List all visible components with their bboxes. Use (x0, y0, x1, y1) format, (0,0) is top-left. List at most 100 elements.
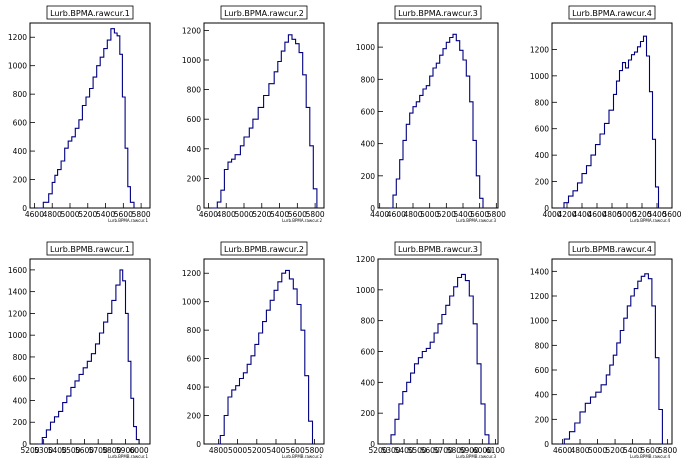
y-tick-label: 400 (13, 147, 28, 156)
y-tick-label: 600 (361, 107, 376, 116)
chart-title: Lurb.BPMB.rawcur.2 (224, 245, 304, 254)
y-tick-label: 600 (535, 125, 550, 134)
x-tick-label: 5200 (252, 210, 271, 219)
y-tick-label: 1000 (356, 286, 375, 295)
title-box (220, 5, 308, 20)
histogram-series (38, 28, 135, 209)
x-tick-label: 5800 (102, 446, 121, 455)
chart-panel: 0 200 400 600 800 1000 44004600480050005200540… (356, 5, 506, 223)
y-tick-label: 800 (13, 90, 28, 99)
chart-title: Lurb.BPMB.rawcur.1 (50, 245, 130, 254)
x-tick-label: 5200 (632, 210, 651, 219)
x-tick-label: 4200 (557, 210, 576, 219)
chart-title: Lurb.BPMA.rawcur.2 (224, 9, 304, 18)
x-tick-label: 5800 (447, 446, 466, 455)
plot-frame (29, 22, 151, 209)
x-tick-label: 5000 (588, 446, 607, 455)
histogram-series (216, 269, 314, 445)
y-tick-label: 800 (187, 86, 202, 95)
y-tick-label: 600 (187, 355, 202, 364)
x-axis-title: Lurb.BPMB.rawcur.3 (456, 454, 496, 459)
x-tick-label: 6000 (473, 446, 492, 455)
chart-title: Lurb.BPMB.rawcur.4 (572, 245, 652, 254)
y-tick-label: 1400 (8, 288, 27, 297)
x-tick-label: 5600 (662, 210, 681, 219)
y-tick-label: 200 (187, 412, 202, 421)
y-tick-label: 600 (13, 375, 28, 384)
histogram-series (387, 273, 490, 445)
y-tick-label: 600 (535, 366, 550, 375)
x-tick-label: 4800 (602, 210, 621, 219)
x-tick-label: 5600 (421, 446, 440, 455)
x-tick-label: 4800 (403, 210, 422, 219)
y-tick-label: 800 (13, 353, 28, 362)
x-tick-label: 4800 (217, 210, 236, 219)
y-tick-label: 1200 (530, 292, 549, 301)
title-box (394, 5, 482, 20)
x-tick-label: 5800 (306, 210, 325, 219)
y-tick-label: 800 (187, 326, 202, 335)
chart-panel: 0 200 400 600 800 1000 1200 5200530054005500560… (356, 241, 505, 459)
y-tick-label: 400 (13, 396, 28, 405)
chart-panel: 0 200 400 600 800 1000 1200 4600480050005200540… (8, 5, 151, 223)
x-tick-label: 5400 (623, 446, 642, 455)
chart-panel: 0 200 400 600 800 1000 1200 1400 460048005000520… (530, 241, 677, 459)
y-tick-label: 1200 (356, 255, 375, 264)
y-tick-label: 1000 (8, 62, 27, 71)
x-tick-label: 5500 (61, 446, 80, 455)
x-tick-label: 4600 (387, 210, 406, 219)
y-tick-label: 1000 (182, 56, 201, 65)
x-tick-label: 4400 (370, 210, 389, 219)
title-box (46, 241, 134, 256)
x-tick-label: 5800 (658, 446, 677, 455)
y-tick-label: 1000 (182, 298, 201, 307)
x-tick-label: 5200 (78, 210, 97, 219)
y-tick-label: 0 (370, 204, 375, 213)
x-axis-title: Lurb.BPMA.rawcur.3 (456, 218, 496, 223)
y-tick-label: 0 (22, 204, 27, 213)
y-tick-label: 800 (361, 75, 376, 84)
plot-frame (551, 22, 673, 209)
plot-frame (29, 258, 151, 445)
y-tick-label: 400 (361, 140, 376, 149)
x-axis-title: Lurb.BPMA.rawcur.4 (630, 218, 670, 223)
y-tick-label: 0 (196, 204, 201, 213)
x-tick-label: 5800 (132, 210, 151, 219)
y-tick-label: 0 (370, 440, 375, 449)
y-tick-label: 200 (187, 174, 202, 183)
y-tick-label: 0 (196, 440, 201, 449)
y-tick-label: 1000 (8, 331, 27, 340)
x-axis-title: Lurb.BPMB.rawcur.4 (630, 454, 670, 459)
y-tick-label: 1200 (8, 309, 27, 318)
x-tick-label: 5400 (395, 446, 414, 455)
x-tick-label: 5800 (305, 446, 324, 455)
y-tick-label: 200 (361, 409, 376, 418)
y-tick-label: 200 (361, 172, 376, 181)
x-tick-label: 4600 (587, 210, 606, 219)
x-tick-label: 4600 (553, 446, 572, 455)
x-tick-label: 5200 (606, 446, 625, 455)
x-tick-label: 5400 (647, 210, 666, 219)
x-tick-label: 5000 (420, 210, 439, 219)
x-tick-label: 5900 (460, 446, 479, 455)
x-tick-label: 4400 (572, 210, 591, 219)
plot-frame (377, 258, 499, 445)
x-tick-label: 5900 (116, 446, 135, 455)
y-tick-label: 800 (361, 317, 376, 326)
y-tick-label: 1000 (530, 72, 549, 81)
y-tick-label: 600 (187, 115, 202, 124)
y-tick-label: 200 (535, 178, 550, 187)
title-box (220, 241, 308, 256)
chart-title: Lurb.BPMA.rawcur.4 (572, 9, 652, 18)
x-tick-label: 5000 (228, 446, 247, 455)
y-tick-label: 1600 (8, 266, 27, 275)
x-tick-label: 4000 (542, 210, 561, 219)
x-tick-label: 5300 (381, 446, 400, 455)
x-tick-label: 5200 (247, 446, 266, 455)
x-tick-label: 5300 (34, 446, 53, 455)
x-axis-title: Lurb.BPMA.rawcur.2 (282, 218, 322, 223)
y-tick-label: 400 (535, 391, 550, 400)
x-tick-label: 5500 (408, 446, 427, 455)
x-tick-label: 5000 (234, 210, 253, 219)
